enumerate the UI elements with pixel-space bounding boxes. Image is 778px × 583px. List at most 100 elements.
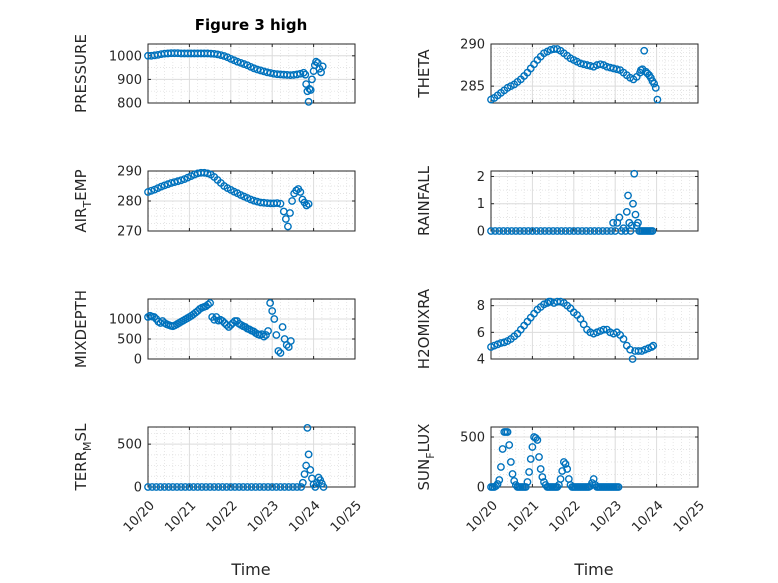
data-point — [561, 460, 570, 468]
y-axis-label: H2OMIXRA — [415, 288, 433, 369]
data-point — [150, 313, 159, 321]
data-point — [216, 51, 225, 59]
data-point — [495, 476, 504, 484]
data-point — [508, 470, 517, 478]
data-point — [598, 227, 607, 235]
data-point — [247, 483, 256, 491]
figure-title: Figure 3 high — [195, 16, 308, 34]
data-point — [197, 483, 206, 491]
subplot-3: 270 280 290 AIRTEMP — [72, 165, 356, 240]
data-point — [284, 222, 292, 231]
data-point — [631, 210, 640, 219]
data-point — [193, 483, 202, 491]
data-point — [152, 483, 161, 491]
data-point — [298, 478, 307, 487]
data-point — [487, 227, 495, 235]
y-tick-label: 8 — [477, 299, 485, 314]
data-point — [272, 331, 281, 339]
data-point — [582, 227, 591, 235]
data-point — [297, 483, 306, 491]
data-point — [260, 332, 268, 341]
subplot-5: 0 500 1000 MIXDEPTH — [72, 290, 356, 368]
data-point — [650, 79, 659, 88]
data-point — [594, 227, 603, 235]
data-point — [536, 465, 545, 473]
y-axis-label: AIRTEMP — [72, 169, 94, 232]
data-point — [498, 445, 507, 453]
data-point — [553, 483, 562, 491]
marker-series — [487, 428, 623, 491]
data-point — [255, 483, 264, 491]
data-point — [293, 483, 301, 491]
data-point — [497, 339, 505, 347]
marker-series — [487, 45, 662, 104]
data-point — [497, 463, 505, 471]
data-point — [304, 97, 313, 106]
data-point — [276, 199, 285, 208]
axes-box — [490, 43, 699, 104]
data-point — [574, 227, 582, 235]
data-point — [308, 75, 316, 84]
y-tick-label: 2 — [477, 170, 485, 185]
data-point — [626, 227, 635, 235]
data-point — [599, 325, 608, 334]
y-tick-label: 4 — [477, 353, 485, 368]
y-tick-label: 285 — [460, 80, 485, 95]
data-point — [532, 227, 541, 235]
data-point — [218, 483, 227, 491]
data-point — [273, 199, 282, 208]
data-point — [516, 227, 524, 235]
y-tick-label: 900 — [117, 73, 142, 88]
data-point — [210, 483, 219, 491]
data-point — [540, 227, 549, 235]
data-point — [520, 227, 529, 235]
data-point — [648, 227, 657, 235]
data-point — [281, 215, 290, 223]
data-point — [306, 86, 315, 94]
data-point — [535, 453, 543, 461]
data-point — [576, 315, 585, 323]
data-point — [206, 483, 215, 491]
y-tick-label: 500 — [460, 431, 485, 446]
data-point — [222, 483, 231, 491]
y-tick-label: 500 — [117, 333, 142, 348]
data-point — [160, 483, 169, 491]
data-point — [627, 221, 636, 230]
y-tick-label: 270 — [117, 225, 142, 240]
data-point — [304, 450, 313, 459]
data-point — [268, 307, 277, 315]
data-point — [503, 227, 512, 235]
data-point — [565, 227, 574, 235]
data-point — [226, 483, 235, 491]
y-axis-label: SUNFLUX — [415, 424, 437, 491]
data-point — [296, 69, 305, 78]
data-point — [305, 84, 314, 93]
data-point — [495, 227, 504, 235]
data-point — [523, 478, 532, 486]
data-point — [528, 443, 537, 451]
y-tick-label: 1000 — [109, 313, 142, 328]
axes-box — [490, 426, 699, 488]
data-point — [274, 347, 283, 355]
data-point — [231, 483, 239, 491]
data-point — [647, 343, 656, 351]
data-point — [311, 483, 320, 491]
data-point — [253, 65, 262, 74]
data-point — [168, 483, 177, 491]
data-point — [607, 227, 615, 235]
data-point — [288, 483, 297, 491]
data-point — [619, 335, 628, 343]
y-tick-label: 280 — [117, 195, 142, 210]
data-point — [282, 341, 291, 349]
data-point — [634, 218, 642, 227]
data-point — [214, 483, 223, 491]
data-point — [561, 227, 570, 235]
y-tick-label: 6 — [477, 326, 485, 341]
data-point — [545, 227, 553, 235]
data-point — [528, 227, 537, 235]
data-point — [276, 483, 285, 491]
data-point — [278, 323, 287, 331]
data-point — [256, 66, 265, 75]
data-point — [204, 300, 212, 309]
